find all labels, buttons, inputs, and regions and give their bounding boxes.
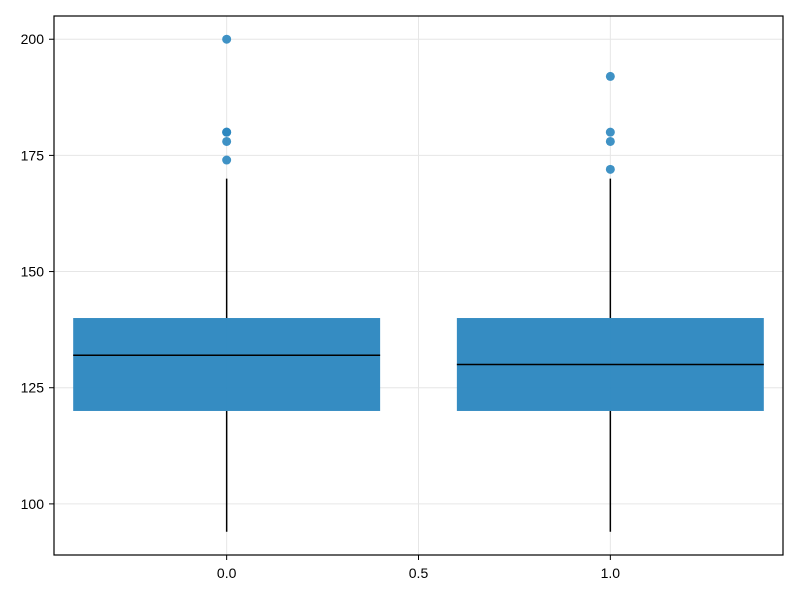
y-tick-label: 200	[21, 31, 45, 47]
y-tick-label: 125	[21, 380, 45, 396]
y-tick-label: 100	[21, 496, 45, 512]
outlier-point	[605, 71, 615, 81]
outlier-point	[605, 127, 615, 137]
outlier-point	[605, 136, 615, 146]
outlier-point	[222, 136, 232, 146]
y-tick-label: 175	[21, 147, 45, 163]
outlier-point	[222, 34, 232, 44]
axis-layer: 0.0 0.5 1.0 100 125 150 175 200	[21, 31, 621, 581]
outlier-point	[605, 164, 615, 174]
x-tick-label: 0.0	[217, 565, 237, 581]
data-layer	[73, 34, 764, 532]
outlier-point	[222, 155, 232, 165]
y-tick-label: 150	[21, 264, 45, 280]
grid-layer	[54, 16, 783, 555]
x-tick-label: 0.5	[409, 565, 429, 581]
x-tick-label: 1.0	[601, 565, 621, 581]
iqr-box	[73, 318, 381, 411]
outlier-point	[222, 127, 232, 137]
